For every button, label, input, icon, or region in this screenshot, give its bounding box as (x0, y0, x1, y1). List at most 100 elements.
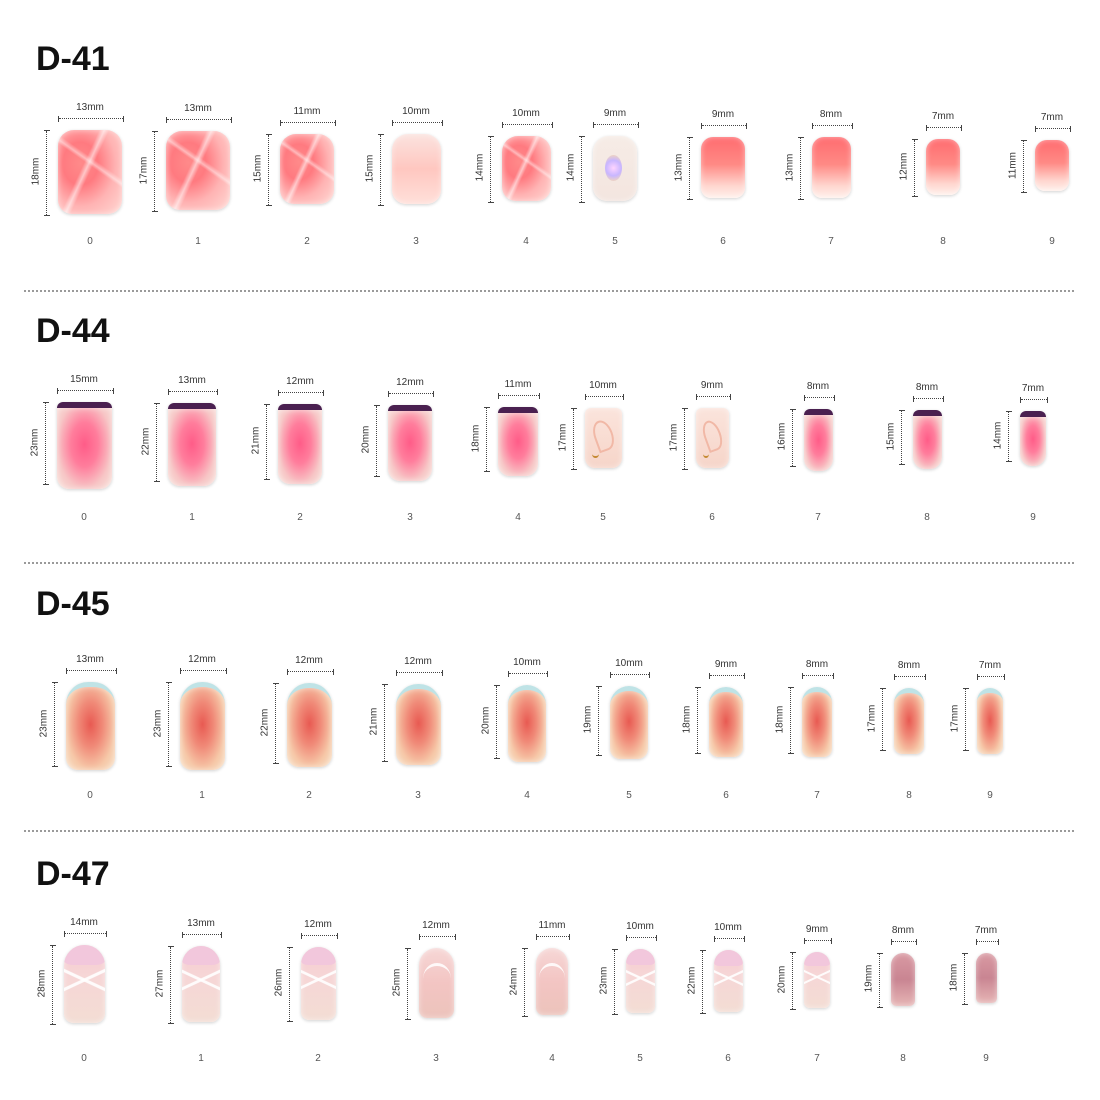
height-label: 21mm (250, 426, 262, 455)
press-on-nail[interactable] (1035, 140, 1069, 192)
press-on-nail[interactable] (419, 947, 454, 1018)
height-marker (405, 947, 411, 1020)
size-index-label: 2 (306, 790, 312, 801)
press-on-nail[interactable] (610, 686, 648, 760)
size-index-label: 0 (81, 1053, 87, 1064)
width-marker (536, 934, 570, 941)
press-on-nail[interactable] (301, 946, 336, 1020)
width-label: 13mm (76, 654, 104, 665)
press-on-nail[interactable] (696, 408, 729, 469)
width-marker (977, 674, 1005, 681)
press-on-nail[interactable] (396, 684, 441, 766)
press-on-nail[interactable] (287, 683, 332, 768)
press-on-nail[interactable] (701, 137, 745, 199)
height-label: 17mm (138, 156, 150, 185)
height-marker (154, 403, 160, 483)
height-marker (571, 408, 577, 471)
press-on-nail[interactable] (812, 137, 851, 199)
press-on-nail[interactable] (388, 405, 432, 482)
width-marker (66, 668, 117, 674)
press-on-nail[interactable] (57, 402, 112, 489)
width-marker (301, 932, 338, 939)
size-index-label: 6 (720, 236, 726, 247)
height-label: 28mm (36, 969, 48, 998)
height-marker (378, 134, 384, 207)
press-on-nail[interactable] (714, 950, 743, 1013)
width-label: 10mm (402, 106, 430, 118)
width-label: 7mm (1021, 383, 1045, 395)
press-on-nail[interactable] (280, 134, 334, 205)
height-marker (273, 683, 279, 765)
press-on-nail[interactable] (804, 409, 833, 472)
size-index-label: 1 (199, 790, 205, 801)
press-on-nail[interactable] (278, 404, 322, 485)
press-on-nail[interactable] (166, 131, 230, 211)
width-marker (396, 670, 443, 677)
width-label: 8mm (915, 382, 939, 394)
size-index-label: 3 (415, 790, 421, 801)
height-label: 22mm (140, 427, 152, 455)
size-index-label: 4 (523, 236, 529, 247)
height-marker (790, 409, 796, 468)
height-marker (899, 410, 905, 466)
press-on-nail[interactable] (709, 687, 743, 758)
press-on-nail[interactable] (976, 953, 997, 1004)
height-marker (687, 137, 693, 201)
size-index-label: 6 (709, 512, 715, 523)
size-index-label: 8 (900, 1053, 906, 1064)
width-marker (593, 121, 639, 128)
height-marker (166, 682, 172, 767)
width-label: 13mm (178, 375, 206, 387)
width-label: 10mm (714, 922, 742, 934)
width-marker (1035, 126, 1071, 133)
width-label: 10mm (626, 921, 654, 933)
width-marker (976, 939, 999, 946)
size-index-label: 4 (549, 1053, 555, 1064)
press-on-nail[interactable] (168, 403, 216, 487)
width-marker (498, 393, 540, 400)
press-on-nail[interactable] (502, 135, 551, 201)
press-on-nail[interactable] (926, 138, 960, 195)
width-marker (278, 390, 324, 397)
height-label: 23mm (598, 966, 610, 995)
width-marker (280, 120, 336, 127)
press-on-nail[interactable] (392, 134, 441, 205)
height-label: 27mm (154, 969, 166, 998)
press-on-nail[interactable] (58, 130, 122, 214)
press-on-nail[interactable] (498, 407, 538, 477)
press-on-nail[interactable] (891, 952, 915, 1006)
height-marker (695, 687, 701, 755)
press-on-nail[interactable] (804, 951, 830, 1008)
width-label: 10mm (589, 380, 617, 392)
press-on-nail[interactable] (1020, 411, 1046, 467)
press-on-nail[interactable] (894, 688, 924, 755)
size-index-label: 5 (637, 1053, 643, 1064)
press-on-nail[interactable] (977, 688, 1003, 755)
height-label: 17mm (949, 704, 961, 733)
press-on-nail[interactable] (626, 949, 655, 1014)
nail-set-d-44: D-44 15mm 23mm 0 13mm 22mm 1 12mm 21mm 2 12mm 20mm 3… (0, 312, 1100, 552)
press-on-nail[interactable] (536, 948, 568, 1016)
press-on-nail[interactable] (182, 945, 220, 1022)
press-on-nail[interactable] (64, 945, 105, 1023)
width-marker (168, 389, 218, 396)
size-index-label: 2 (304, 236, 310, 247)
press-on-nail[interactable] (913, 410, 942, 470)
height-label: 23mm (29, 428, 41, 456)
press-on-nail[interactable] (180, 682, 225, 770)
width-marker (57, 388, 114, 394)
press-on-nail[interactable] (508, 685, 546, 763)
height-marker (287, 946, 293, 1022)
press-on-nail[interactable] (66, 682, 115, 770)
size-index-label: 0 (87, 236, 93, 247)
height-label: 20mm (360, 425, 372, 454)
height-marker (52, 682, 58, 767)
width-marker (812, 123, 853, 130)
height-label: 14mm (474, 153, 486, 182)
press-on-nail[interactable] (585, 408, 622, 469)
press-on-nail[interactable] (593, 135, 637, 201)
height-label: 23mm (152, 709, 164, 737)
height-label: 14mm (565, 153, 577, 182)
height-label: 18mm (681, 705, 693, 734)
press-on-nail[interactable] (802, 687, 832, 758)
